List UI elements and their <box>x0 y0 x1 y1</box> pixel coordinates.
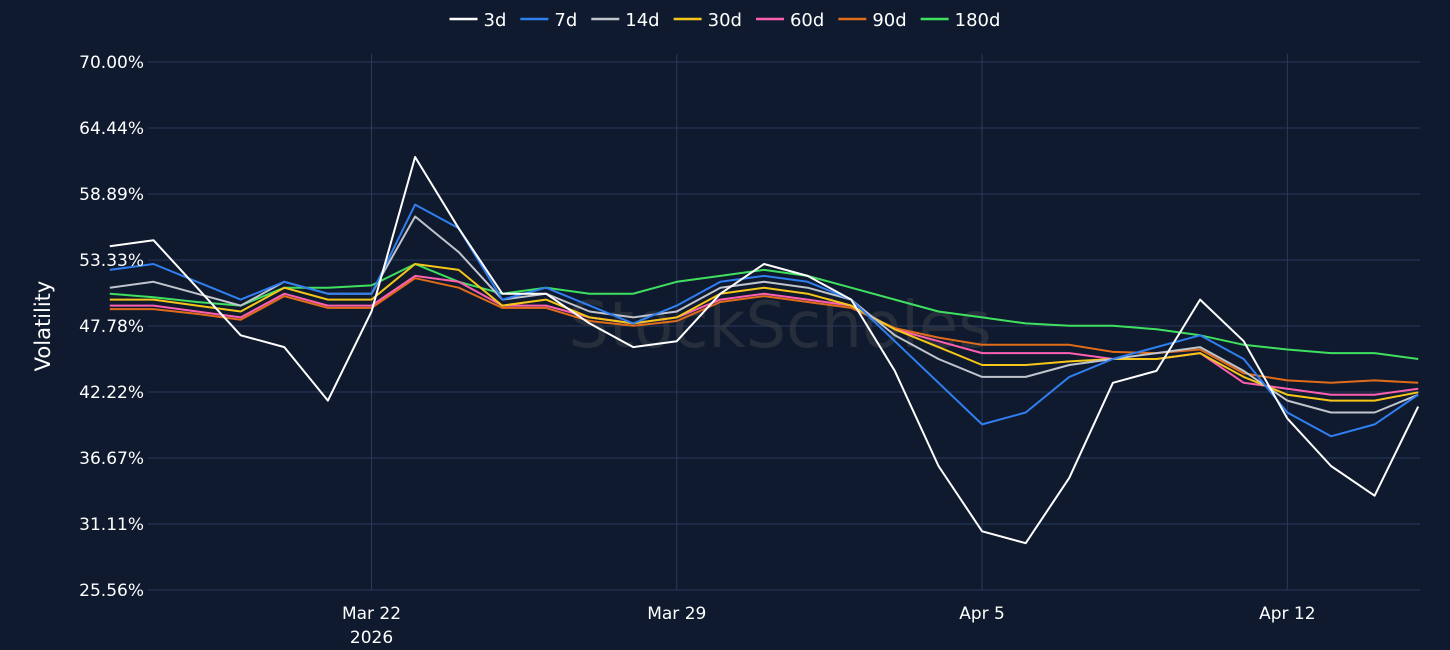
y-tick-label: 31.11% <box>79 515 144 535</box>
y-axis-label: Volatility <box>31 281 55 372</box>
legend-item-7d[interactable]: 7d <box>520 10 577 31</box>
series-line-7d <box>109 203 1419 438</box>
legend: 3d 7d 14d 30d 60d 90d 180d <box>449 10 1001 31</box>
y-axis-ticks: 25.56% 31.11% 36.67% 42.22% 47.78% 53.33% 58.8… <box>79 53 144 601</box>
grid-lines <box>148 54 1420 591</box>
x-tick-label: Apr 12 <box>1259 604 1315 624</box>
series-line-30d <box>109 263 1419 402</box>
x-tick-label: Mar 29 <box>647 604 706 624</box>
y-tick-label: 25.56% <box>79 581 144 601</box>
legend-item-90d[interactable]: 90d <box>838 10 907 31</box>
y-tick-label: 58.89% <box>79 185 144 205</box>
legend-label: 180d <box>955 10 1001 31</box>
x-tick-label: Mar 22 <box>342 604 401 624</box>
y-tick-label: 70.00% <box>79 53 144 73</box>
legend-label: 90d <box>872 10 906 31</box>
x-tick-year-label: 2026 <box>350 628 393 648</box>
series-lines <box>109 156 1420 545</box>
y-tick-label: 64.44% <box>79 119 144 139</box>
legend-item-60d[interactable]: 60d <box>755 10 824 31</box>
legend-label: 30d <box>708 10 742 31</box>
series-line-3d <box>109 156 1420 545</box>
legend-item-14d[interactable]: 14d <box>591 10 660 31</box>
legend-label: 60d <box>790 10 824 31</box>
y-tick-label: 36.67% <box>79 449 144 469</box>
legend-label: 3d <box>484 10 507 31</box>
x-axis-ticks: Mar 22 2026 Mar 29 Apr 5 Apr 12 <box>342 604 1316 648</box>
legend-label: 7d <box>554 10 577 31</box>
legend-item-3d[interactable]: 3d <box>449 10 507 31</box>
legend-item-30d[interactable]: 30d <box>673 10 742 31</box>
y-tick-label: 53.33% <box>79 251 144 271</box>
series-line-90d <box>109 277 1419 384</box>
legend-item-180d[interactable]: 180d <box>920 10 1001 31</box>
legend-label: 14d <box>625 10 659 31</box>
y-tick-label: 42.22% <box>79 383 144 403</box>
y-tick-label: 47.78% <box>79 317 144 337</box>
x-tick-label: Apr 5 <box>959 604 1005 624</box>
